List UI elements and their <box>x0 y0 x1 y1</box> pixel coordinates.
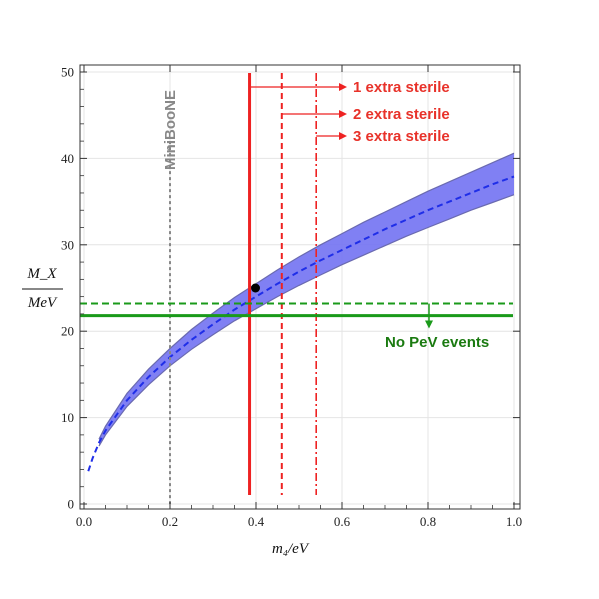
band <box>98 152 515 447</box>
axis-labels: m₄/eV M_X MeV <box>22 266 310 557</box>
best-fit-point <box>251 283 260 293</box>
horizontal-lines <box>80 302 513 318</box>
y-tick-label: 30 <box>61 237 74 252</box>
y-tick-label: 20 <box>61 324 74 339</box>
x-tick-label: 0.8 <box>420 514 436 529</box>
annotations: MiniBooNE 1 extra sterile 2 extra sterile 3… <box>162 79 489 351</box>
curves <box>87 175 515 472</box>
sterile-label-2: 2 extra sterile <box>353 106 450 123</box>
ticks: 0.0 0.2 0.4 0.6 0.8 1.0 0 10 20 30 40 50 <box>61 65 522 530</box>
pev-arrowhead <box>425 320 433 329</box>
x-tick-label: 1.0 <box>506 514 522 529</box>
plot-frame <box>79 64 521 510</box>
sterile-label-3: 3 extra sterile <box>353 128 450 145</box>
sterile-label-1: 1 extra sterile <box>353 79 450 96</box>
miniboone-label: MiniBooNE <box>162 90 179 170</box>
band-upper-edge <box>98 152 515 440</box>
vertical-lines <box>169 73 318 504</box>
x-tick-label: 0.2 <box>162 514 178 529</box>
arrowhead-1 <box>339 83 347 91</box>
grid <box>80 65 520 509</box>
central-curve <box>87 175 515 472</box>
arrowhead-3 <box>339 132 347 140</box>
no-pev-label: No PeV events <box>385 334 489 351</box>
x-tick-label: 0.6 <box>334 514 351 529</box>
x-axis-label: m₄/eV <box>272 541 310 557</box>
y-tick-label: 40 <box>61 151 74 166</box>
y-tick-label: 10 <box>61 410 74 425</box>
y-axis-label-denominator: MeV <box>27 295 58 311</box>
y-axis-label-numerator: M_X <box>26 266 57 282</box>
x-tick-label: 0.4 <box>248 514 265 529</box>
arrowhead-2 <box>339 110 347 118</box>
uncertainty-band <box>99 153 514 447</box>
band-lower-edge <box>98 194 515 447</box>
plot-border <box>79 64 521 510</box>
y-tick-label: 0 <box>68 497 75 512</box>
x-tick-label: 0.0 <box>76 514 92 529</box>
y-tick-label: 50 <box>61 65 74 80</box>
